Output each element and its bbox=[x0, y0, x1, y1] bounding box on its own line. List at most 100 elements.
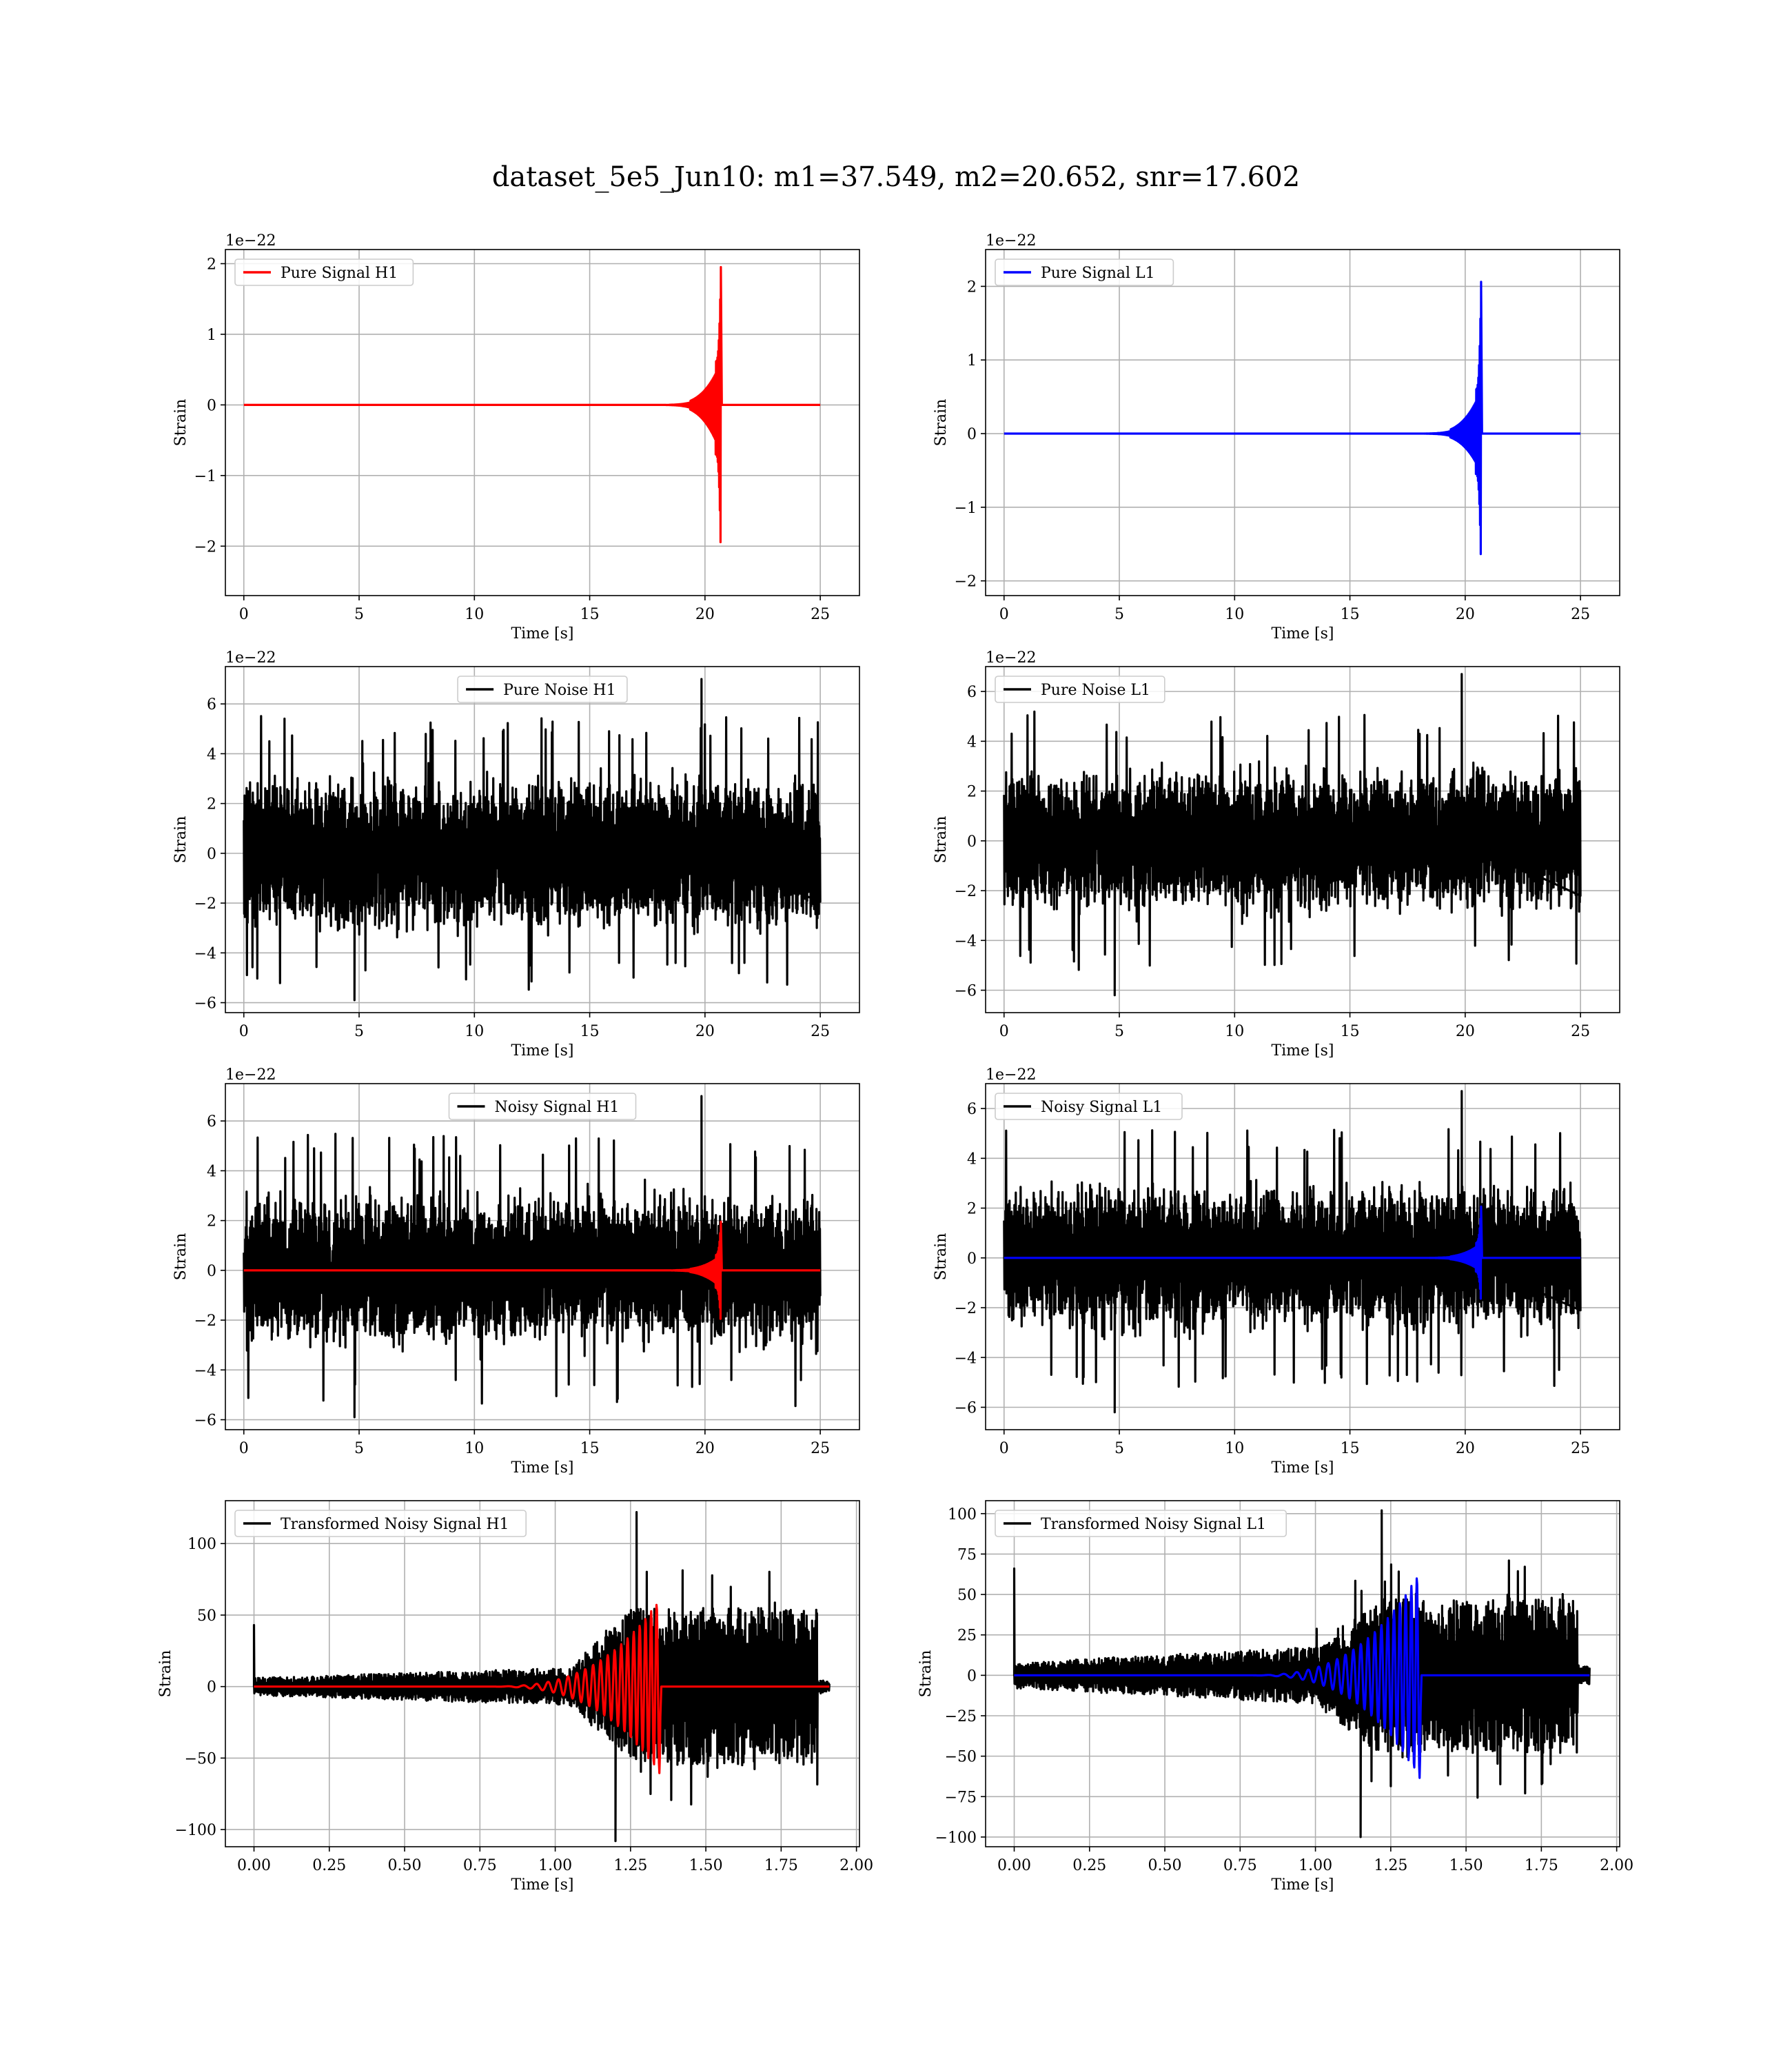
pure-signal-l1-xlabel: Time [s] bbox=[1271, 625, 1334, 642]
transformed-noisy-signal-l1-legend: Transformed Noisy Signal L1 bbox=[995, 1510, 1287, 1537]
transformed-noisy-signal-l1-panel: 0.00 0.25 0.50 0.75 1.00 1.25 1.50 1.75 2.00 −100… bbox=[917, 1500, 1633, 1894]
transformed-noisy-signal-h1-frame bbox=[225, 1500, 860, 1847]
pure-signal-l1-offset-label: 1e−22 bbox=[986, 232, 1036, 250]
noisy-signal-h1-series-1 bbox=[243, 1220, 821, 1320]
noisy-signal-l1-frame bbox=[985, 1083, 1620, 1430]
noisy-signal-l1-offset-label: 1e−22 bbox=[986, 1066, 1036, 1084]
pure-noise-h1-offset-label: 1e−22 bbox=[225, 649, 276, 667]
y-tick-label: −6 bbox=[955, 982, 977, 1000]
legend-entry: Noisy Signal H1 bbox=[495, 1099, 620, 1116]
legend-box bbox=[448, 1093, 637, 1120]
y-tick-label: 4 bbox=[967, 1150, 977, 1168]
legend-entry: Pure Signal H1 bbox=[281, 265, 398, 282]
y-tick-label: 6 bbox=[967, 684, 977, 701]
x-tick-label: 5 bbox=[354, 1440, 364, 1457]
legend-box bbox=[234, 258, 414, 286]
pure-noise-l1-series-0 bbox=[1003, 673, 1582, 997]
transformed-noisy-signal-l1-series-1 bbox=[1014, 1577, 1590, 1779]
y-tick-label: 1 bbox=[207, 327, 216, 344]
legend-box bbox=[234, 1510, 527, 1537]
x-tick-label: 5 bbox=[1114, 1440, 1124, 1457]
figure-title: dataset_5e5_Jun10: m1=37.549, m2=20.652,… bbox=[492, 161, 1300, 193]
x-tick-label: 0.00 bbox=[237, 1857, 271, 1874]
x-tick-label: 25 bbox=[811, 606, 830, 623]
pure-signal-l1-plot-area bbox=[1004, 281, 1581, 556]
legend-entry: Pure Noise H1 bbox=[503, 682, 616, 699]
y-tick-label: 4 bbox=[207, 1163, 216, 1180]
pure-noise-l1-offset-label: 1e−22 bbox=[986, 649, 1036, 667]
x-tick-label: 15 bbox=[1341, 1023, 1360, 1040]
legend-box bbox=[995, 676, 1165, 703]
y-tick-label: 0 bbox=[207, 846, 216, 863]
y-tick-label: −75 bbox=[945, 1789, 977, 1806]
y-tick-label: −4 bbox=[955, 1350, 977, 1367]
y-tick-label: 4 bbox=[967, 733, 977, 751]
x-tick-label: 1.00 bbox=[1299, 1857, 1332, 1874]
pure-signal-l1-frame bbox=[985, 249, 1620, 596]
legend-box bbox=[995, 1510, 1287, 1537]
y-tick-label: 100 bbox=[187, 1536, 216, 1553]
x-tick-label: 15 bbox=[1341, 606, 1360, 623]
y-tick-label: 50 bbox=[957, 1587, 977, 1604]
pure-noise-l1-frame bbox=[985, 666, 1620, 1013]
x-tick-label: 1.50 bbox=[689, 1857, 723, 1874]
legend-box bbox=[995, 258, 1174, 286]
noisy-signal-l1-xlabel: Time [s] bbox=[1271, 1459, 1334, 1477]
y-tick-label: −6 bbox=[194, 1412, 216, 1430]
x-tick-label: 10 bbox=[1225, 606, 1244, 623]
x-tick-label: 20 bbox=[1456, 1440, 1475, 1457]
legend-box bbox=[457, 676, 628, 703]
y-tick-label: 2 bbox=[207, 796, 216, 813]
noisy-signal-l1-ylabel: Strain bbox=[933, 1233, 950, 1281]
x-tick-label: 5 bbox=[354, 1023, 364, 1040]
y-tick-label: 4 bbox=[207, 746, 216, 763]
y-tick-label: −25 bbox=[945, 1708, 977, 1725]
x-tick-label: 25 bbox=[811, 1023, 830, 1040]
pure-signal-h1-offset-label: 1e−22 bbox=[225, 232, 276, 250]
transformed-noisy-signal-l1-series-0 bbox=[1012, 1509, 1591, 1838]
x-tick-label: 25 bbox=[811, 1440, 830, 1457]
y-tick-label: −2 bbox=[955, 1300, 977, 1317]
y-tick-label: −100 bbox=[935, 1829, 977, 1847]
x-tick-label: 10 bbox=[465, 1023, 484, 1040]
x-tick-label: 5 bbox=[354, 606, 364, 623]
y-tick-label: 2 bbox=[967, 784, 977, 801]
transformed-noisy-signal-l1-xlabel: Time [s] bbox=[1271, 1876, 1334, 1894]
noisy-signal-l1-series-0 bbox=[1003, 1090, 1582, 1414]
y-tick-label: −50 bbox=[945, 1749, 977, 1766]
y-tick-label: 6 bbox=[207, 1113, 216, 1131]
x-tick-label: 25 bbox=[1571, 1440, 1590, 1457]
pure-noise-l1-plot-area bbox=[1003, 673, 1582, 997]
pure-noise-l1-xlabel: Time [s] bbox=[1271, 1042, 1334, 1060]
y-tick-label: 2 bbox=[967, 278, 977, 296]
y-tick-label: −2 bbox=[955, 574, 977, 591]
x-tick-label: 0.25 bbox=[1072, 1857, 1106, 1874]
pure-noise-h1-panel: 0 5 10 15 20 25 −6 −4 −2 0 2 4 6 Time [s] Strain 1e−22 P… bbox=[172, 649, 860, 1060]
x-tick-label: 15 bbox=[580, 1440, 600, 1457]
x-tick-label: 25 bbox=[1571, 606, 1590, 623]
pure-noise-h1-legend: Pure Noise H1 bbox=[457, 676, 628, 703]
transformed-noisy-signal-l1-plot-area bbox=[1012, 1509, 1591, 1838]
x-tick-label: 5 bbox=[1114, 1023, 1124, 1040]
x-tick-label: 0.75 bbox=[463, 1857, 497, 1874]
y-tick-label: −4 bbox=[955, 933, 977, 950]
transformed-noisy-signal-l1-frame bbox=[985, 1500, 1620, 1847]
noisy-signal-l1-panel: 0 5 10 15 20 25 −6 −4 −2 0 2 4 6 Time [s] Strain 1e−22 N… bbox=[933, 1066, 1620, 1477]
x-tick-label: 0.75 bbox=[1223, 1857, 1257, 1874]
noisy-signal-l1-series-1 bbox=[1004, 1205, 1581, 1300]
x-tick-label: 0 bbox=[239, 1023, 249, 1040]
x-tick-label: 10 bbox=[465, 606, 484, 623]
legend-entry: Transformed Noisy Signal L1 bbox=[1041, 1516, 1266, 1533]
x-tick-label: 25 bbox=[1571, 1023, 1590, 1040]
transformed-noisy-signal-h1-series-1 bbox=[254, 1603, 830, 1774]
pure-signal-h1-plot-area bbox=[243, 265, 821, 544]
y-tick-label: 0 bbox=[207, 1679, 216, 1696]
y-tick-label: −2 bbox=[194, 1312, 216, 1330]
transformed-noisy-signal-l1-ylabel: Strain bbox=[917, 1650, 935, 1698]
x-tick-label: 10 bbox=[465, 1440, 484, 1457]
noisy-signal-h1-panel: 0 5 10 15 20 25 −6 −4 −2 0 2 4 6 Time [s] Strain 1e−22 N… bbox=[172, 1066, 860, 1477]
transformed-noisy-signal-h1-panel: 0.00 0.25 0.50 0.75 1.00 1.25 1.50 1.75 2.00 −100… bbox=[157, 1500, 873, 1894]
x-tick-label: 15 bbox=[580, 606, 600, 623]
transformed-noisy-signal-l1-grid bbox=[986, 1501, 1620, 1847]
